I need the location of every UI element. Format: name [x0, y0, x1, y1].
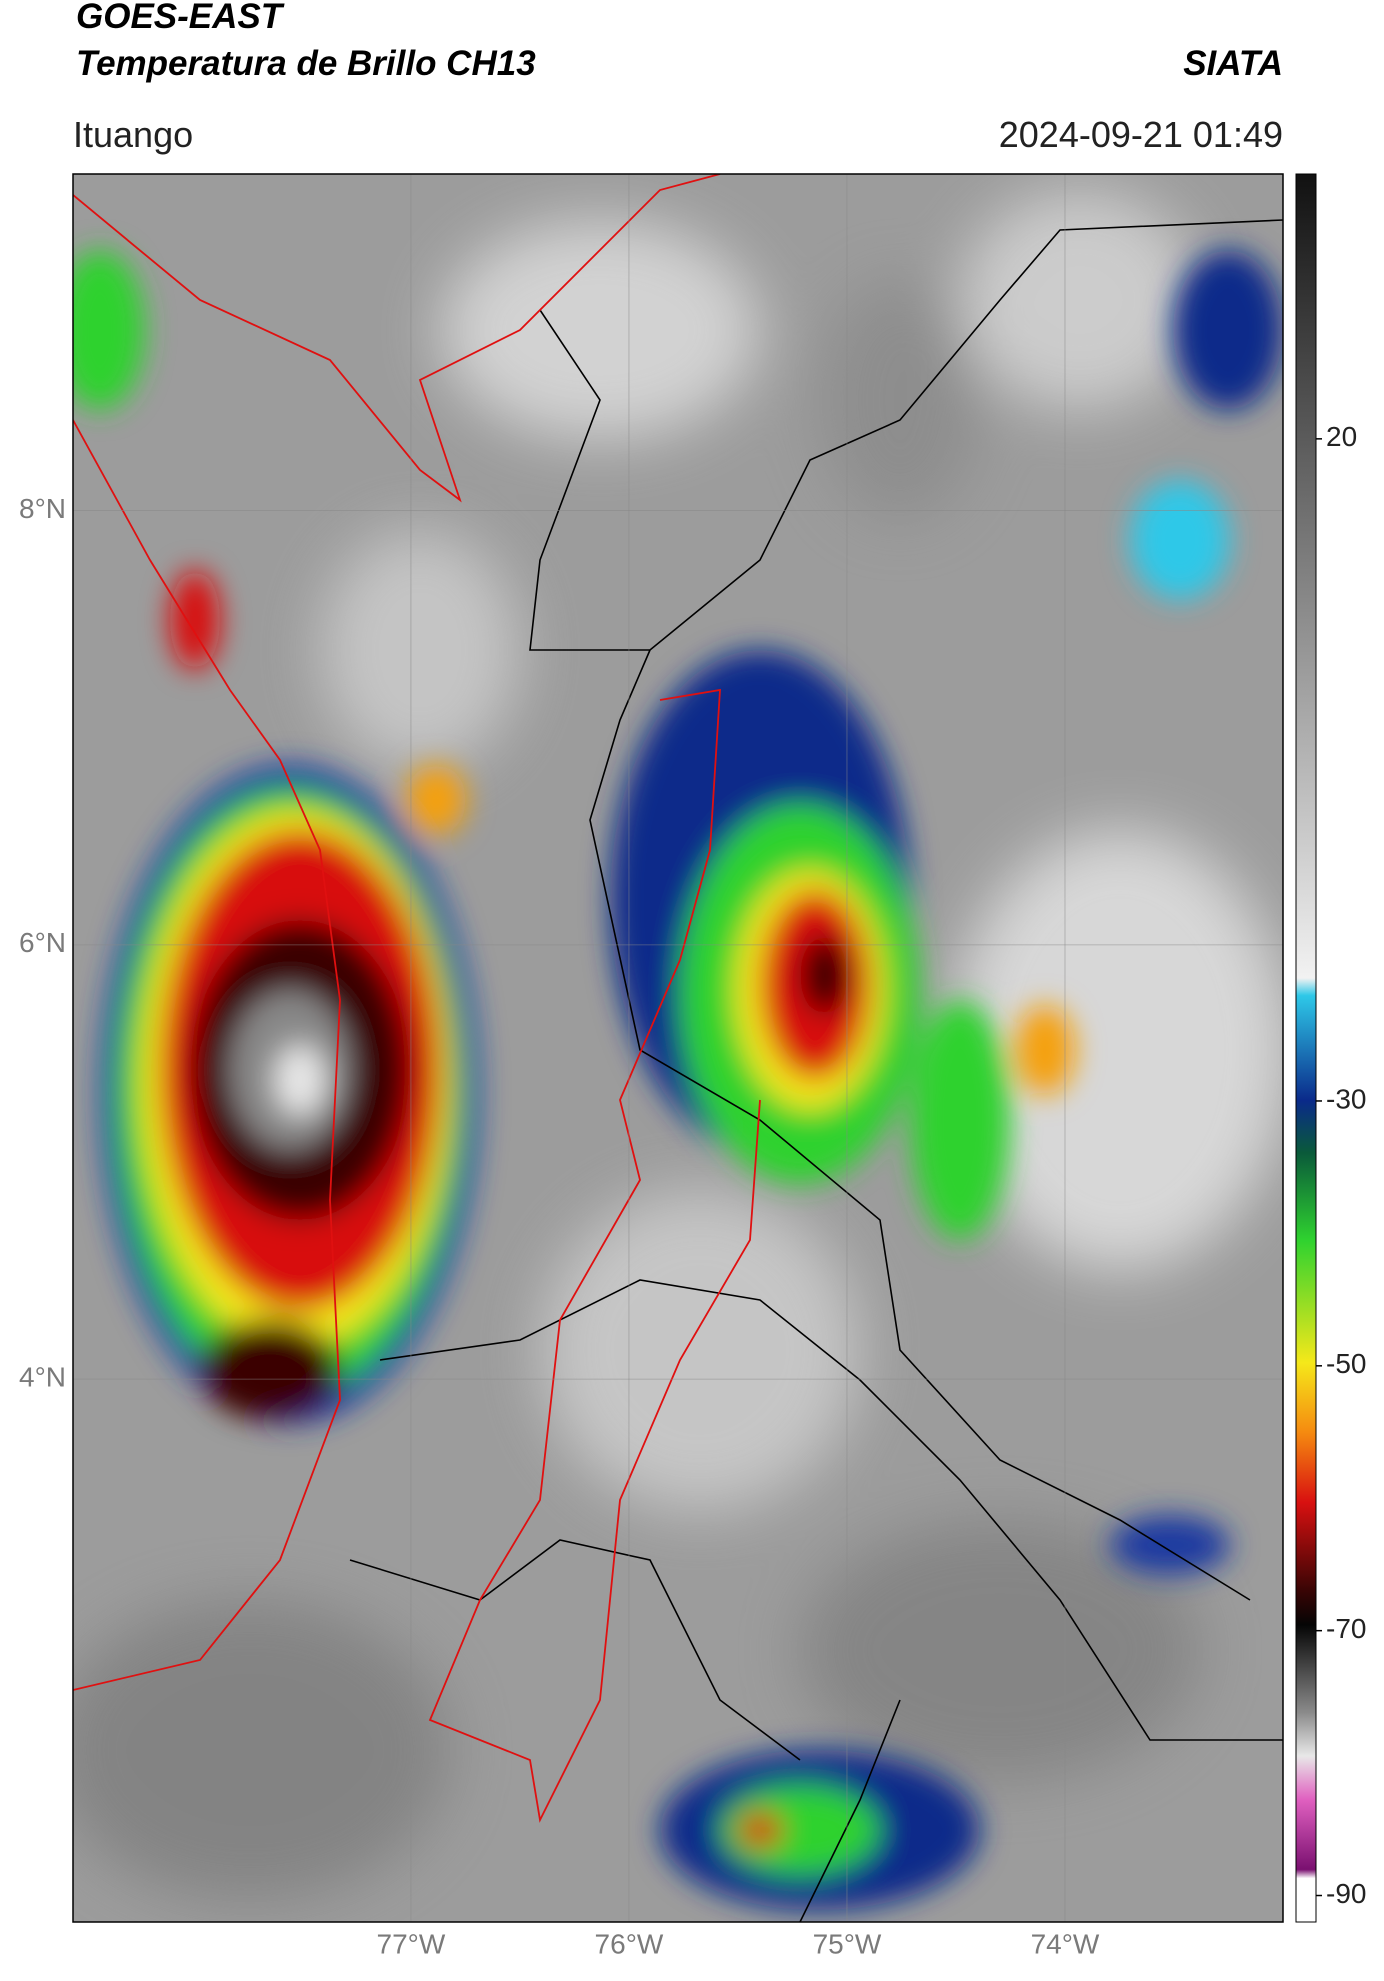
gridlines [73, 174, 1283, 1922]
x-tick-label: 77°W [377, 1928, 446, 1959]
x-tick-label: 74°W [1031, 1928, 1100, 1959]
title-line2: Temperatura de Brillo CH13 [76, 44, 536, 83]
organization: SIATA [1183, 44, 1283, 83]
map-frame [72, 173, 1284, 1923]
y-tick-label: 6°N [19, 927, 66, 958]
colorbar-tick-label: -30 [1326, 1083, 1366, 1114]
colorbar [1295, 173, 1317, 1923]
title-line1: GOES-EAST [76, 0, 285, 36]
colorbar-tick-label: 20 [1326, 421, 1357, 452]
colorbar-tick-label: -50 [1326, 1348, 1366, 1379]
colorbar-tick-label: -90 [1326, 1878, 1366, 1909]
x-tick-label: 75°W [813, 1928, 882, 1959]
ticks: 77°W 76°W 75°W 74°W 8°N 6°N 4°N 20 -30 -50 -70 -90 [19, 421, 1366, 1959]
y-tick-label: 8°N [19, 493, 66, 524]
colorbar-tick-label: -70 [1326, 1613, 1366, 1644]
satellite-image [73, 174, 1283, 1922]
datetime: 2024-09-21 01:49 [999, 114, 1283, 155]
x-tick-label: 76°W [595, 1928, 664, 1959]
location: Ituango [73, 114, 193, 155]
y-tick-label: 4°N [19, 1362, 66, 1393]
